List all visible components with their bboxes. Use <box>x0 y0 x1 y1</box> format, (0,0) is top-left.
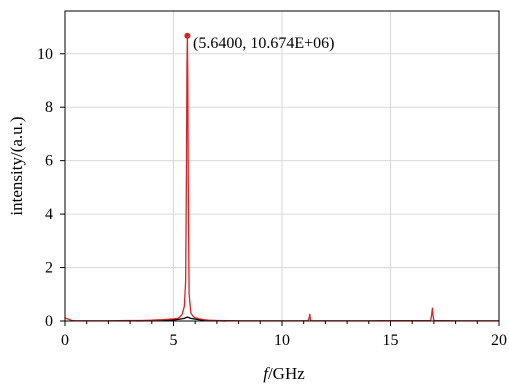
x-axis-label: f/GHz <box>263 364 305 383</box>
tick-labels: 0 5 10 15 20 0 2 4 6 8 10 <box>37 46 507 349</box>
y-axis-label: intensity/(a.u.) <box>7 116 26 215</box>
y-tick-label: 2 <box>45 260 53 277</box>
y-tick-label: 6 <box>45 153 53 170</box>
peak-annotation: (5.6400, 10.674E+06) <box>193 35 334 52</box>
x-tick-label: 15 <box>383 332 399 349</box>
y-tick-label: 10 <box>37 46 53 63</box>
x-tick-label: 0 <box>61 332 69 349</box>
y-tick-label: 8 <box>45 99 53 116</box>
y-tick-label: 0 <box>45 313 53 330</box>
x-tick-label: 5 <box>170 332 178 349</box>
tick-layer <box>60 53 500 326</box>
y-tick-label: 4 <box>45 206 53 223</box>
x-axis-label-italic: f <box>263 364 270 383</box>
peak-marker <box>184 32 191 39</box>
plot-frame <box>64 10 500 322</box>
x-tick-label: 10 <box>274 332 290 349</box>
x-axis-label-unit: /GHz <box>268 364 305 383</box>
x-tick-label: 20 <box>491 332 507 349</box>
grid-lines <box>65 11 499 321</box>
